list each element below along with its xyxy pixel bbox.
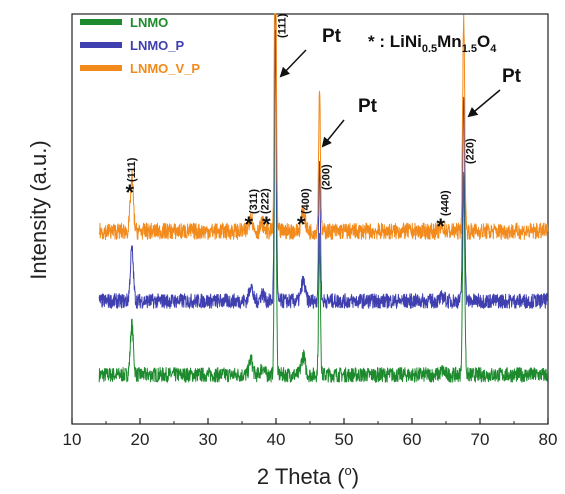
spinel-peak-hkl-label: (311) [248, 189, 260, 214]
annotation-layer: *(111)*(311)*(222)*(400)*(440)Pt(111)Pt(… [126, 13, 522, 239]
pt-peak-hkl-label: (200) [321, 164, 333, 190]
x-tick-label: 30 [199, 430, 218, 449]
legend-label: LNMO_V_P [130, 61, 200, 76]
pt-peak-hkl-label: (111) [276, 13, 288, 38]
x-tick-label: 20 [131, 430, 150, 449]
pt-peak-hkl-label: (220) [465, 138, 477, 164]
spinel-peak-marker: * [126, 180, 135, 205]
note-o: O [477, 32, 490, 51]
spinel-peak-hkl-label: (440) [440, 190, 452, 216]
x-tick-label: 80 [539, 430, 558, 449]
spinel-peak-marker: * [262, 212, 271, 237]
note-sub-mn: 1.5 [462, 43, 477, 55]
pt-peak-label: Pt [358, 96, 378, 117]
legend-swatch [80, 42, 122, 48]
y-axis-title: Intensity (a.u.) [26, 140, 51, 279]
x-tick-label: 40 [267, 430, 286, 449]
legend: LNMO LNMO_P LNMO_V_P [80, 15, 200, 76]
legend-swatch [80, 65, 122, 71]
x-axis-title-main: 2 Theta ( [257, 464, 345, 489]
x-tick-label: 60 [403, 430, 422, 449]
pt-peak-arrow [279, 49, 307, 78]
x-tick-labels: 10 20 30 40 50 60 70 80 [63, 430, 558, 449]
pt-peak-arrow [321, 119, 345, 148]
spinel-peak-marker: * [297, 212, 306, 237]
spinel-peak-hkl-label: (111) [126, 157, 138, 182]
x-axis-title: 2 Theta (o) [257, 463, 359, 489]
series-line-lnmo-v-p [98, 13, 549, 240]
series-line-lnmo [98, 29, 549, 383]
x-axis-title-degree: o [345, 463, 352, 478]
series-line-lnmo-p [98, 13, 549, 309]
composition-note: * : LiNi0.5Mn1.5O4 [368, 32, 497, 55]
series-layer [98, 13, 549, 383]
x-axis-title-close: ) [352, 464, 359, 489]
x-tick-label: 50 [335, 430, 354, 449]
note-prefix: * : LiNi [368, 32, 422, 51]
spinel-peak-hkl-label: (222) [259, 188, 271, 214]
note-sub-ni: 0.5 [422, 43, 437, 55]
pt-peak-arrow [467, 89, 501, 118]
spinel-peak-hkl-label: (400) [300, 188, 312, 214]
x-tick-label: 70 [471, 430, 490, 449]
legend-label: LNMO_P [130, 38, 185, 53]
plot-frame [71, 13, 549, 425]
spinel-peak-marker: * [436, 214, 445, 239]
spinel-peak-marker: * [245, 212, 254, 237]
pt-peak-label: Pt [322, 26, 342, 47]
note-mn: Mn [437, 32, 462, 51]
note-sub-o: 4 [490, 43, 497, 55]
legend-label: LNMO [130, 15, 168, 30]
pt-peak-label: Pt [502, 66, 522, 87]
legend-swatch [80, 19, 122, 25]
x-tick-label: 10 [63, 430, 82, 449]
